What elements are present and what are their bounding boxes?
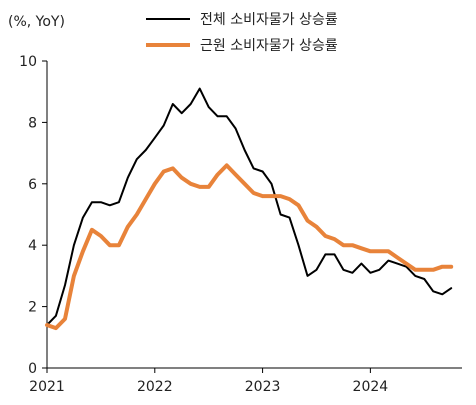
y-tick-label: 4 xyxy=(28,238,37,254)
series-line-1 xyxy=(45,163,454,331)
y-tick-label: 6 xyxy=(28,177,37,193)
x-tick-label: 2022 xyxy=(137,379,173,395)
y-tick-label: 10 xyxy=(19,54,37,70)
series-group xyxy=(45,87,454,331)
legend-label-0: 전체 소비자물가 상승률 xyxy=(200,12,338,28)
x-tick-label: 2023 xyxy=(245,379,281,395)
legend-label-1: 근원 소비자물가 상승률 xyxy=(200,38,338,54)
x-tick-label: 2024 xyxy=(353,379,389,395)
y-axis: 0 2 4 6 8 10 xyxy=(19,54,48,377)
series-line-0 xyxy=(46,87,453,326)
y-tick-label: 2 xyxy=(28,300,37,316)
x-tick-label: 2021 xyxy=(29,379,65,395)
y-tick-label: 8 xyxy=(28,115,37,131)
y-unit-label: (%, YoY) xyxy=(8,14,65,30)
x-axis: 2021 2022 2023 2024 xyxy=(29,367,462,395)
y-tick-label: 0 xyxy=(28,361,37,377)
